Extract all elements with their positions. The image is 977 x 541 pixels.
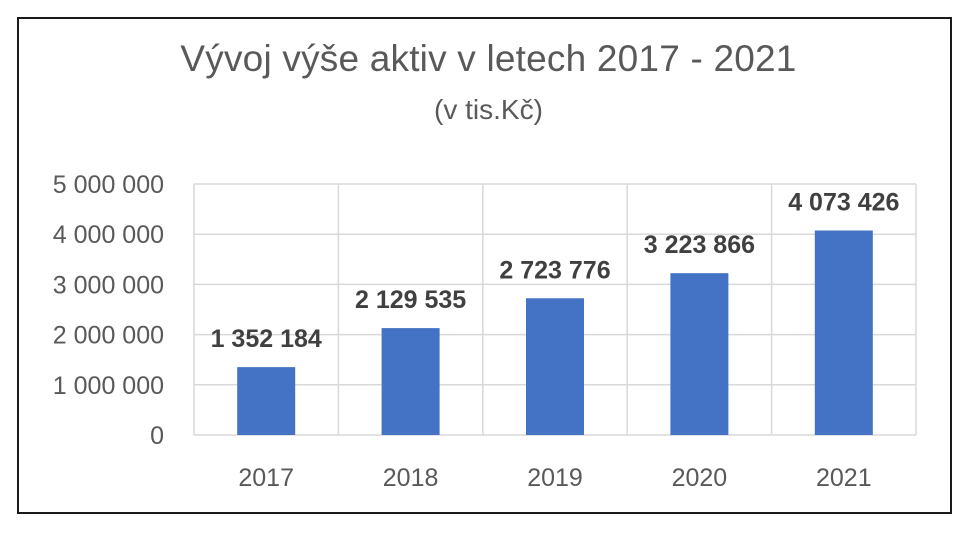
y-tick-label: 1 000 000	[53, 372, 164, 400]
bar-2018	[381, 328, 440, 435]
chart-subtitle: (v tis.Kč)	[434, 94, 543, 125]
y-tick-label: 4 000 000	[53, 221, 164, 249]
data-label-2018: 2 129 535	[355, 286, 466, 314]
bar-2021	[814, 230, 873, 435]
bar-2017	[237, 367, 296, 435]
y-tick-label: 5 000 000	[53, 171, 164, 199]
y-axis-tick-labels: 0 1 000 000 2 000 000 3 000 000 4 000 000 5 0…	[53, 171, 164, 450]
bar-2020	[670, 273, 729, 435]
data-label-2017: 1 352 184	[211, 325, 322, 353]
x-tick-label-2018: 2018	[383, 464, 439, 492]
bar-2019	[526, 298, 584, 435]
y-tick-label: 3 000 000	[53, 271, 164, 299]
data-labels: 1 352 184 2 129 535 2 723 776 3 223 866 4 07…	[211, 189, 900, 354]
x-tick-label-2019: 2019	[527, 464, 583, 492]
chart-frame	[17, 17, 952, 514]
data-label-2021: 4 073 426	[788, 189, 899, 217]
x-tick-label-2017: 2017	[238, 464, 294, 492]
data-label-2019: 2 723 776	[499, 256, 610, 284]
data-label-2020: 3 223 866	[644, 231, 755, 259]
x-axis-tick-labels: 2017 2018 2019 2020 2021	[238, 464, 871, 492]
y-tick-label: 0	[150, 422, 164, 450]
x-tick-label-2020: 2020	[672, 464, 728, 492]
y-tick-label: 2 000 000	[53, 322, 164, 350]
bars	[237, 230, 873, 435]
x-tick-label-2021: 2021	[816, 464, 872, 492]
chart-title: Vývoj výše aktiv v letech 2017 - 2021	[180, 38, 797, 79]
